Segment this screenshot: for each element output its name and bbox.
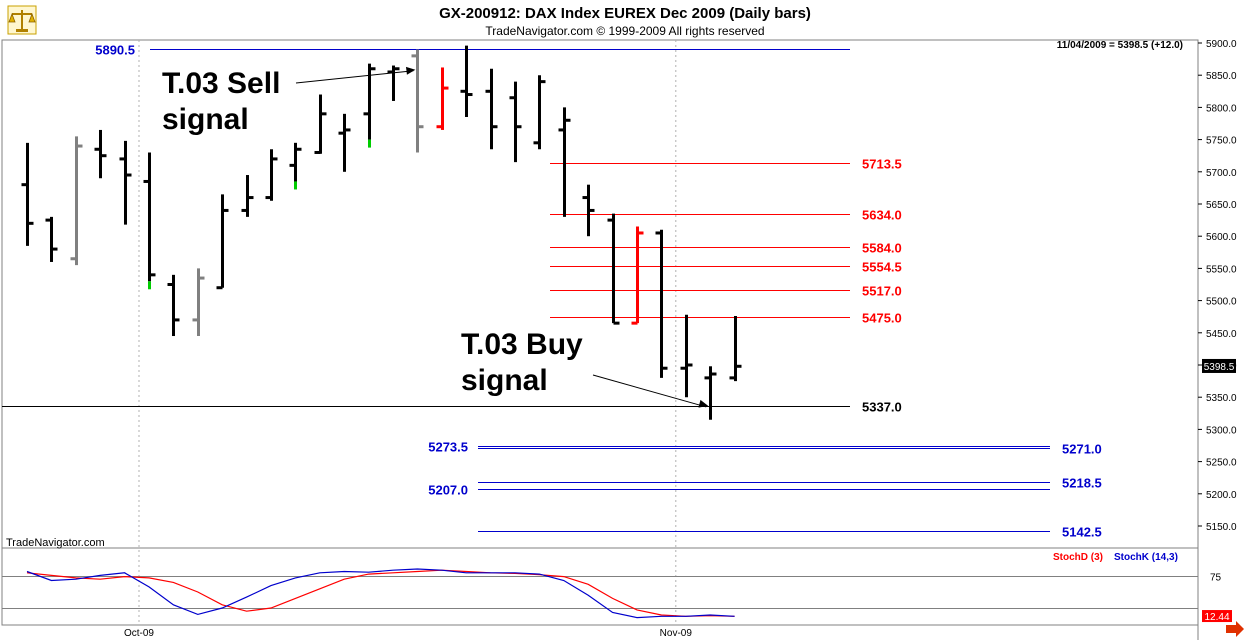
y-tick-label-14: 5850.0 bbox=[1206, 71, 1237, 82]
y-tick-label-15: 5900.0 bbox=[1206, 39, 1237, 50]
last-quote: 11/04/2009 = 5398.5 (+12.0) bbox=[1057, 40, 1183, 51]
annotation-text-1-1: signal bbox=[461, 364, 548, 397]
y-tick-label-1: 5200.0 bbox=[1206, 490, 1237, 501]
y-tick-label-6: 5450.0 bbox=[1206, 329, 1237, 340]
y-tick-label-13: 5800.0 bbox=[1206, 103, 1237, 114]
annotation-arrowhead-1 bbox=[698, 399, 709, 408]
annotation-arrow-0 bbox=[295, 70, 414, 84]
level-label-1: 5713.5 bbox=[862, 157, 902, 172]
level-label-11: 5207.0 bbox=[428, 483, 468, 498]
y-tick-label-0: 5150.0 bbox=[1206, 522, 1237, 533]
y-tick-label-3: 5300.0 bbox=[1206, 425, 1237, 436]
level-label-4: 5554.5 bbox=[862, 260, 902, 275]
y-tick-label-11: 5700.0 bbox=[1206, 168, 1237, 179]
y-tick-label-10: 5650.0 bbox=[1206, 200, 1237, 211]
stoch-tick-label-0: 75 bbox=[1210, 573, 1222, 584]
annotation-arrow-1 bbox=[592, 374, 707, 408]
chart-title: GX-200912: DAX Index EUREX Dec 2009 (Dai… bbox=[439, 5, 811, 22]
level-label-10: 5218.5 bbox=[1062, 476, 1102, 491]
level-label-3: 5584.0 bbox=[862, 241, 902, 256]
stoch-legend-k: StochK (14,3) bbox=[1114, 552, 1178, 563]
y-tick-label-4: 5350.0 bbox=[1206, 393, 1237, 404]
level-label-7: 5337.0 bbox=[862, 400, 902, 415]
level-label-6: 5475.0 bbox=[862, 311, 902, 326]
level-label-2: 5634.0 bbox=[862, 208, 902, 223]
level-label-8: 5273.5 bbox=[428, 440, 468, 455]
annotation-arrowhead-0 bbox=[405, 66, 416, 75]
annotation-text-0-1: signal bbox=[162, 103, 249, 136]
current-price-badge bbox=[1202, 358, 1236, 373]
y-tick-label-7: 5500.0 bbox=[1206, 297, 1237, 308]
level-label-0: 5890.5 bbox=[95, 43, 135, 58]
stoch-legend-d: StochD (3) bbox=[1053, 552, 1103, 563]
y-tick-label-2: 5250.0 bbox=[1206, 458, 1237, 469]
stoch-current-value: 12.44 bbox=[1204, 612, 1229, 623]
y-tick-label-9: 5600.0 bbox=[1206, 232, 1237, 243]
annotation-text-0-0: T.03 Sell bbox=[162, 67, 280, 100]
stoch-line-0 bbox=[26, 569, 735, 617]
scroll-right-arrow-icon[interactable] bbox=[1226, 621, 1244, 637]
watermark: TradeNavigator.com bbox=[6, 537, 105, 549]
level-label-9: 5271.0 bbox=[1062, 442, 1102, 457]
stoch-line-1 bbox=[26, 568, 735, 619]
level-label-12: 5142.5 bbox=[1062, 525, 1102, 540]
x-tick-label-1: Nov-09 bbox=[660, 628, 693, 639]
y-tick-label-8: 5550.0 bbox=[1206, 264, 1237, 275]
y-tick-label-12: 5750.0 bbox=[1206, 136, 1237, 147]
stoch-value-badge bbox=[1202, 610, 1232, 623]
annotation-text-1-0: T.03 Buy bbox=[461, 328, 583, 361]
x-tick-label-0: Oct-09 bbox=[124, 628, 154, 639]
copyright-text: TradeNavigator.com © 1999-2009 All right… bbox=[485, 24, 765, 38]
stochastic-panel-frame bbox=[1, 547, 1199, 626]
scales-icon[interactable] bbox=[6, 4, 38, 36]
current-price-value: 5398.5 bbox=[1204, 362, 1235, 373]
chart-header: GX-200912: DAX Index EUREX Dec 2009 (Dai… bbox=[0, 0, 1250, 40]
level-label-5: 5517.0 bbox=[862, 284, 902, 299]
